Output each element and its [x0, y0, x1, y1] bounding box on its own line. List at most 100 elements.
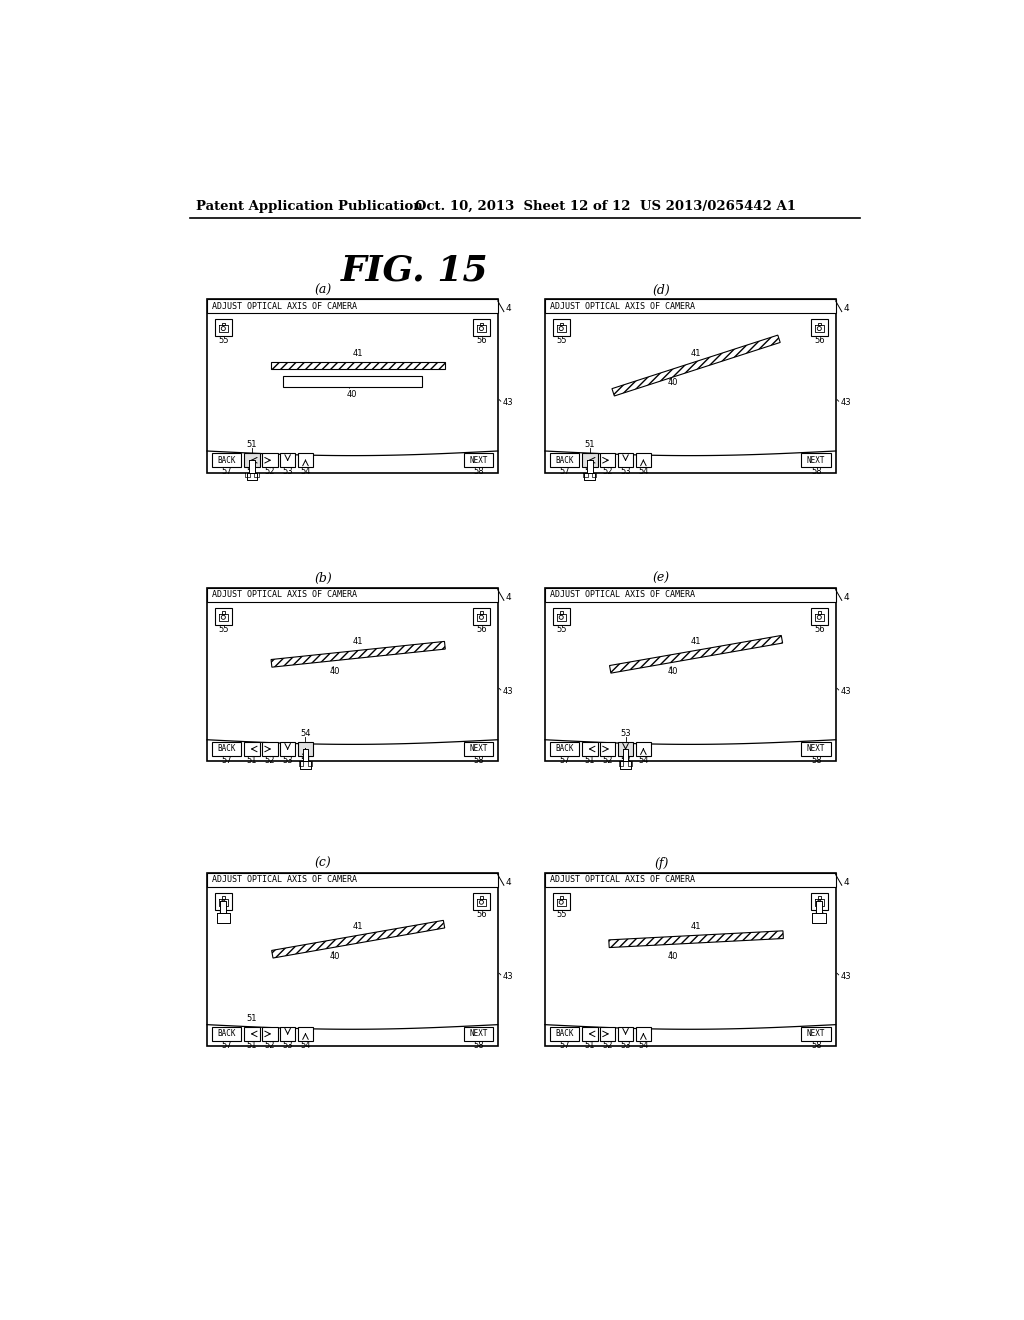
Text: 58: 58 — [473, 467, 483, 477]
Polygon shape — [612, 335, 780, 396]
Text: 4: 4 — [844, 878, 849, 887]
Polygon shape — [216, 913, 230, 923]
Polygon shape — [609, 635, 782, 673]
Bar — [802, 1027, 830, 1040]
Polygon shape — [271, 362, 445, 370]
Polygon shape — [271, 642, 445, 667]
Bar — [811, 609, 827, 626]
Bar — [207, 873, 498, 1047]
Text: 4: 4 — [844, 304, 849, 313]
Text: 56: 56 — [476, 337, 486, 346]
Text: 55: 55 — [556, 909, 566, 919]
Polygon shape — [300, 762, 311, 770]
Text: (d): (d) — [652, 284, 670, 297]
Bar — [280, 453, 295, 467]
Text: 40: 40 — [330, 667, 340, 676]
Text: 43: 43 — [841, 399, 851, 408]
Text: 56: 56 — [476, 909, 486, 919]
Bar — [207, 873, 498, 887]
Text: BACK: BACK — [555, 1030, 573, 1039]
Text: NEXT: NEXT — [807, 1030, 825, 1039]
Text: 51: 51 — [247, 1041, 257, 1049]
Bar — [212, 1027, 241, 1040]
Text: 53: 53 — [283, 756, 293, 766]
Bar — [545, 873, 836, 887]
Polygon shape — [307, 762, 312, 766]
Text: NEXT: NEXT — [469, 1030, 487, 1039]
Bar — [207, 300, 498, 313]
Text: 40: 40 — [668, 667, 678, 676]
Polygon shape — [247, 473, 257, 480]
Text: 54: 54 — [300, 729, 310, 738]
Text: 52: 52 — [264, 756, 275, 766]
Text: 43: 43 — [841, 972, 851, 981]
Bar — [553, 319, 569, 337]
Text: 54: 54 — [300, 1041, 310, 1049]
Text: (a): (a) — [314, 284, 332, 297]
Text: 4: 4 — [506, 878, 511, 887]
Bar — [262, 742, 278, 756]
Text: 56: 56 — [814, 626, 824, 634]
Bar — [262, 453, 278, 467]
Text: 41: 41 — [353, 638, 364, 647]
Text: 41: 41 — [353, 923, 364, 932]
Polygon shape — [584, 473, 588, 478]
Text: BACK: BACK — [217, 455, 236, 465]
Text: 4: 4 — [844, 593, 849, 602]
Text: NEXT: NEXT — [807, 744, 825, 754]
Text: ADJUST OPTICAL AXIS OF CAMERA: ADJUST OPTICAL AXIS OF CAMERA — [550, 875, 694, 884]
Bar — [298, 742, 313, 756]
Bar — [215, 892, 231, 909]
Bar — [617, 742, 633, 756]
Polygon shape — [303, 748, 308, 762]
Polygon shape — [623, 748, 629, 762]
Text: NEXT: NEXT — [469, 455, 487, 465]
Bar — [473, 319, 489, 337]
Text: (f): (f) — [654, 857, 669, 870]
Bar — [262, 1027, 278, 1040]
Circle shape — [221, 900, 225, 904]
Text: 54: 54 — [300, 756, 310, 766]
Bar — [464, 453, 493, 467]
Bar — [545, 300, 836, 473]
Polygon shape — [254, 473, 258, 478]
Text: BACK: BACK — [555, 455, 573, 465]
Text: 58: 58 — [811, 756, 821, 766]
Text: 51: 51 — [585, 756, 595, 766]
Text: 58: 58 — [473, 756, 483, 766]
Text: 55: 55 — [218, 626, 228, 634]
Text: 51: 51 — [247, 756, 257, 766]
Text: 54: 54 — [638, 756, 648, 766]
Polygon shape — [620, 762, 624, 766]
Polygon shape — [585, 473, 595, 480]
Circle shape — [817, 900, 821, 904]
Text: NEXT: NEXT — [807, 455, 825, 465]
Bar — [811, 319, 827, 337]
Bar — [245, 453, 260, 467]
Text: 43: 43 — [841, 686, 851, 696]
Bar — [215, 609, 231, 626]
Bar — [553, 609, 569, 626]
Bar — [600, 742, 615, 756]
Text: (b): (b) — [314, 573, 332, 585]
Circle shape — [221, 615, 225, 619]
Text: BACK: BACK — [217, 1030, 236, 1039]
Circle shape — [221, 326, 225, 330]
Text: 54: 54 — [300, 467, 310, 477]
Text: ADJUST OPTICAL AXIS OF CAMERA: ADJUST OPTICAL AXIS OF CAMERA — [550, 590, 694, 599]
Text: 57: 57 — [221, 1041, 231, 1049]
Bar — [811, 892, 827, 909]
Bar — [802, 453, 830, 467]
Text: 56: 56 — [814, 909, 824, 919]
Text: 56: 56 — [476, 626, 486, 634]
Text: 57: 57 — [559, 1041, 569, 1049]
Text: 51: 51 — [247, 1014, 257, 1023]
Polygon shape — [220, 902, 226, 913]
Text: 41: 41 — [691, 923, 701, 932]
Bar — [545, 589, 836, 602]
Text: 40: 40 — [330, 952, 340, 961]
Bar — [617, 453, 633, 467]
Text: 53: 53 — [621, 1041, 631, 1049]
Polygon shape — [609, 931, 783, 948]
Bar — [802, 742, 830, 756]
